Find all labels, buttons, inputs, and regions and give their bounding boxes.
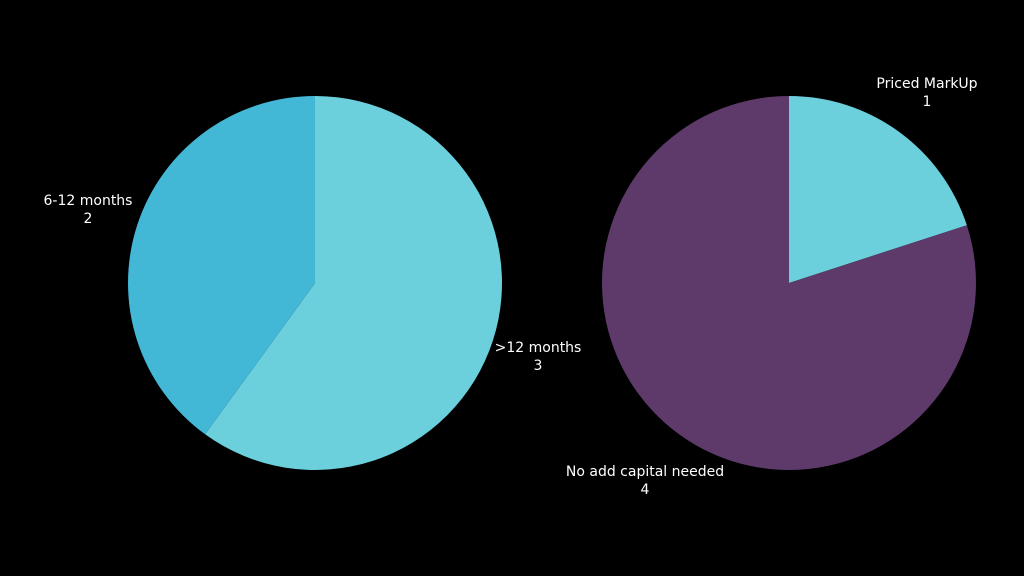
pie-slice [128, 96, 315, 435]
slice-label: >12 months [495, 340, 582, 356]
pie-slice [205, 96, 503, 470]
pie-slice [602, 96, 977, 471]
pie-slice [789, 96, 967, 283]
slice-label: 6-12 months [44, 193, 133, 209]
slice-label: No add capital needed [566, 464, 724, 480]
slice-label: Priced MarkUp [876, 76, 977, 92]
slice-value: 2 [84, 211, 93, 227]
slice-value: 4 [641, 482, 650, 498]
slice-value: 1 [923, 94, 932, 110]
slice-value: 3 [534, 358, 543, 374]
